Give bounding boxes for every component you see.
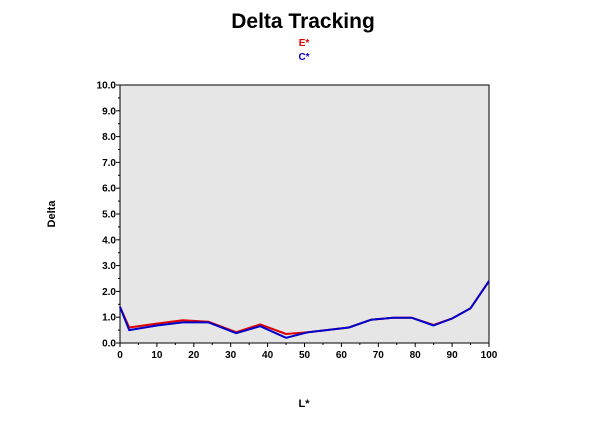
x-tick-label: 70 [373,350,385,361]
y-tick-label: 10.0 [97,81,117,92]
x-tick-label: 90 [447,350,459,361]
x-axis: 0 10 20 30 40 50 60 70 80 90 100 [117,343,498,361]
series-line-c [119,280,490,339]
x-axis-title: L* [299,398,311,410]
y-tick-label: 3.0 [102,261,116,272]
legend-entry-c: C* [298,52,309,63]
y-tick-label: 0.0 [102,339,116,350]
y-axis-title: Delta [46,200,58,228]
x-tick-label: 100 [481,350,498,361]
y-tick-label: 1.0 [102,313,116,324]
x-tick-label: 80 [410,350,422,361]
y-axis: 0.0 1.0 2.0 3.0 4.0 5.0 6.0 7.0 8.0 9.0 10.0 [97,81,120,350]
x-tick-label: 20 [188,350,200,361]
x-tick-label: 30 [225,350,237,361]
x-tick-label: 50 [299,350,311,361]
plot-area [119,84,490,344]
x-tick-label: 10 [151,350,163,361]
y-tick-label: 8.0 [102,132,116,143]
x-tick-label: 40 [262,350,274,361]
y-tick-label: 9.0 [102,106,116,117]
y-tick-label: 2.0 [102,287,116,298]
series-layer [119,280,490,339]
x-tick-label: 0 [117,350,123,361]
chart-title: Delta Tracking [231,10,375,33]
y-tick-label: 6.0 [102,184,116,195]
y-tick-label: 7.0 [102,158,116,169]
y-tick-label: 5.0 [102,210,116,221]
legend-entry-e: E* [299,38,310,49]
x-tick-label: 60 [336,350,348,361]
y-tick-label: 4.0 [102,235,116,246]
